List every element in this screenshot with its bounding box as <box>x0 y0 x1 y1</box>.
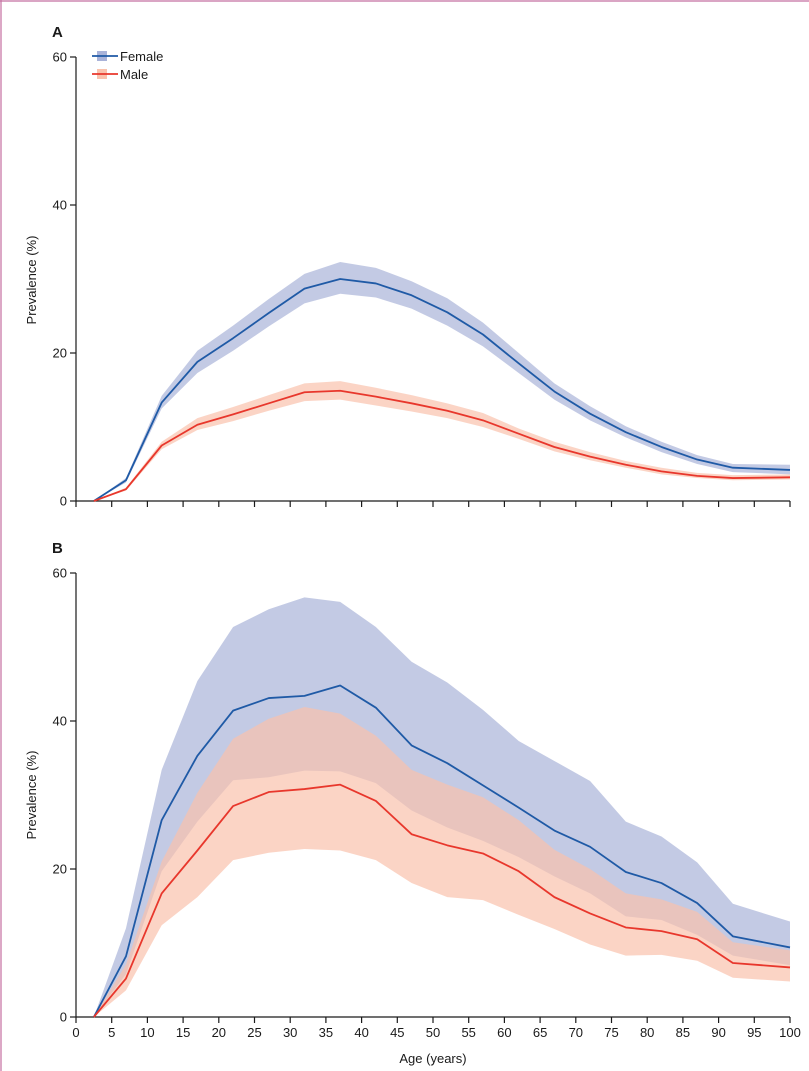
panel-b-x-tick-label: 70 <box>569 1025 583 1040</box>
panel-a-male-uncertainty-band <box>93 381 791 501</box>
panel-a-plot-area <box>93 261 791 502</box>
panel-b-x-tick-label: 30 <box>283 1025 297 1040</box>
legend-female-label: Female <box>120 49 163 64</box>
panel-a-axes: 0 20 40 60 <box>53 50 791 509</box>
panel-b-x-tick-label: 25 <box>247 1025 261 1040</box>
panel-b-y-tick-label: 20 <box>53 862 67 877</box>
panel-a-y-tick-label: 40 <box>53 198 67 213</box>
panel-b-x-tick-label: 40 <box>354 1025 368 1040</box>
panel-b-y-tick-label: 0 <box>60 1010 67 1025</box>
panel-b-x-tick-label: 65 <box>533 1025 547 1040</box>
legend-item-male: Male <box>92 67 148 82</box>
panel-b-male-uncertainty-band <box>93 706 791 1017</box>
panel-a-y-axis-title: Prevalence (%) <box>24 236 39 325</box>
panel-b-x-tick-label: 55 <box>461 1025 475 1040</box>
panel-b-plot-area <box>93 597 791 1018</box>
panel-b-x-tick-label: 50 <box>426 1025 440 1040</box>
panel-a: A Prevalence (%) 0 20 40 60 Female Male <box>24 24 791 509</box>
panel-b-axes: 0 20 40 60 0 5 10 15 20 25 30 35 40 45 50 55 60 65 70 75 80 8… <box>53 566 801 1041</box>
panel-a-letter: A <box>52 24 63 41</box>
panel-b: B Prevalence (%) Age (years) 0 20 40 60 0 5 10… <box>24 540 801 1066</box>
panel-b-x-tick-label: 90 <box>711 1025 725 1040</box>
panel-b-y-axis-title: Prevalence (%) <box>24 751 39 840</box>
legend-item-female: Female <box>92 49 163 64</box>
panel-b-x-tick-label: 0 <box>72 1025 79 1040</box>
panel-b-x-tick-label: 75 <box>604 1025 618 1040</box>
legend-male-label: Male <box>120 67 148 82</box>
panel-b-female-series-line <box>93 684 791 1018</box>
panel-b-x-tick-label: 20 <box>212 1025 226 1040</box>
panel-b-x-tick-label: 100 <box>779 1025 801 1040</box>
panel-b-x-tick-label: 15 <box>176 1025 190 1040</box>
panel-b-x-tick-label: 45 <box>390 1025 404 1040</box>
panel-b-x-axis-title: Age (years) <box>399 1051 466 1066</box>
panel-b-x-tick-label: 5 <box>108 1025 115 1040</box>
legend: Female Male <box>92 49 163 82</box>
panel-b-y-tick-label: 60 <box>53 566 67 581</box>
panel-b-x-tick-label: 10 <box>140 1025 154 1040</box>
panel-b-x-tick-label: 60 <box>497 1025 511 1040</box>
panel-b-x-tick-label: 95 <box>747 1025 761 1040</box>
panel-a-y-tick-label: 0 <box>60 494 67 509</box>
panel-b-letter: B <box>52 540 63 557</box>
panel-b-x-tick-label: 80 <box>640 1025 654 1040</box>
panel-b-y-tick-label: 40 <box>53 714 67 729</box>
panel-a-female-uncertainty-band <box>93 261 791 501</box>
panel-b-x-tick-label: 35 <box>319 1025 333 1040</box>
panel-a-y-tick-label: 20 <box>53 346 67 361</box>
panel-a-female-series-line <box>93 278 791 502</box>
panel-b-x-tick-label: 85 <box>676 1025 690 1040</box>
panel-b-male-series-line <box>93 783 791 1018</box>
panel-a-y-tick-label: 60 <box>53 50 67 65</box>
panel-a-male-series-line <box>93 389 791 502</box>
